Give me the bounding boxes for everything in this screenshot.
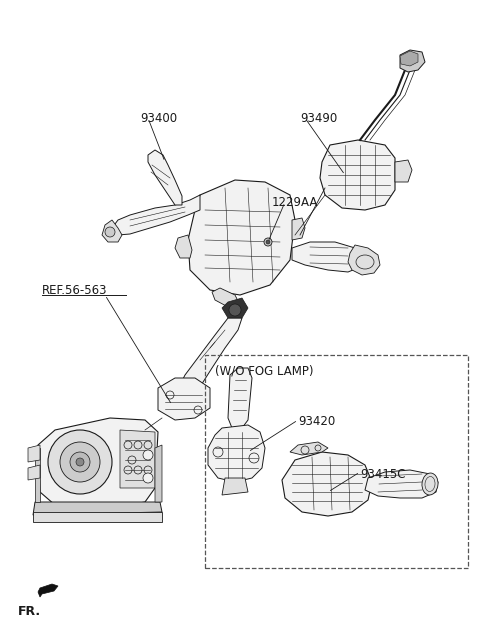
Polygon shape (28, 445, 40, 462)
Polygon shape (222, 298, 248, 318)
Polygon shape (148, 150, 182, 205)
Polygon shape (292, 242, 360, 272)
Text: 93490: 93490 (300, 112, 337, 125)
Polygon shape (320, 140, 395, 210)
Polygon shape (120, 430, 155, 488)
Polygon shape (102, 220, 122, 242)
Text: 93415C: 93415C (360, 468, 406, 481)
Polygon shape (175, 235, 192, 258)
Text: 1229AA: 1229AA (272, 196, 318, 209)
Circle shape (229, 304, 241, 316)
Polygon shape (38, 584, 58, 597)
Polygon shape (38, 418, 158, 508)
Polygon shape (158, 378, 210, 420)
Polygon shape (395, 160, 412, 182)
Polygon shape (228, 368, 252, 428)
Circle shape (143, 450, 153, 460)
Polygon shape (112, 195, 200, 235)
Circle shape (143, 473, 153, 483)
Polygon shape (400, 50, 425, 72)
Polygon shape (365, 470, 438, 498)
Polygon shape (348, 245, 380, 275)
Bar (205, 355, 468, 568)
Polygon shape (208, 425, 265, 482)
Text: REF.56-563: REF.56-563 (42, 284, 108, 297)
Polygon shape (35, 448, 40, 502)
Polygon shape (212, 288, 240, 308)
Polygon shape (155, 445, 162, 502)
Circle shape (70, 452, 90, 472)
Ellipse shape (422, 473, 438, 495)
Polygon shape (170, 318, 242, 415)
Polygon shape (400, 51, 418, 66)
Polygon shape (28, 465, 40, 480)
Text: 93400: 93400 (140, 112, 177, 125)
Polygon shape (33, 512, 162, 522)
Circle shape (48, 430, 112, 494)
Polygon shape (188, 180, 295, 295)
Text: FR.: FR. (18, 605, 41, 618)
Polygon shape (33, 502, 162, 515)
Text: (W/O FOG LAMP): (W/O FOG LAMP) (215, 365, 313, 378)
Circle shape (76, 458, 84, 466)
Text: 93420: 93420 (298, 415, 335, 428)
Polygon shape (292, 218, 305, 240)
Polygon shape (222, 478, 248, 495)
Circle shape (60, 442, 100, 482)
Circle shape (105, 227, 115, 237)
Circle shape (264, 238, 272, 246)
Circle shape (266, 240, 270, 244)
Polygon shape (290, 442, 328, 455)
Polygon shape (282, 452, 372, 516)
